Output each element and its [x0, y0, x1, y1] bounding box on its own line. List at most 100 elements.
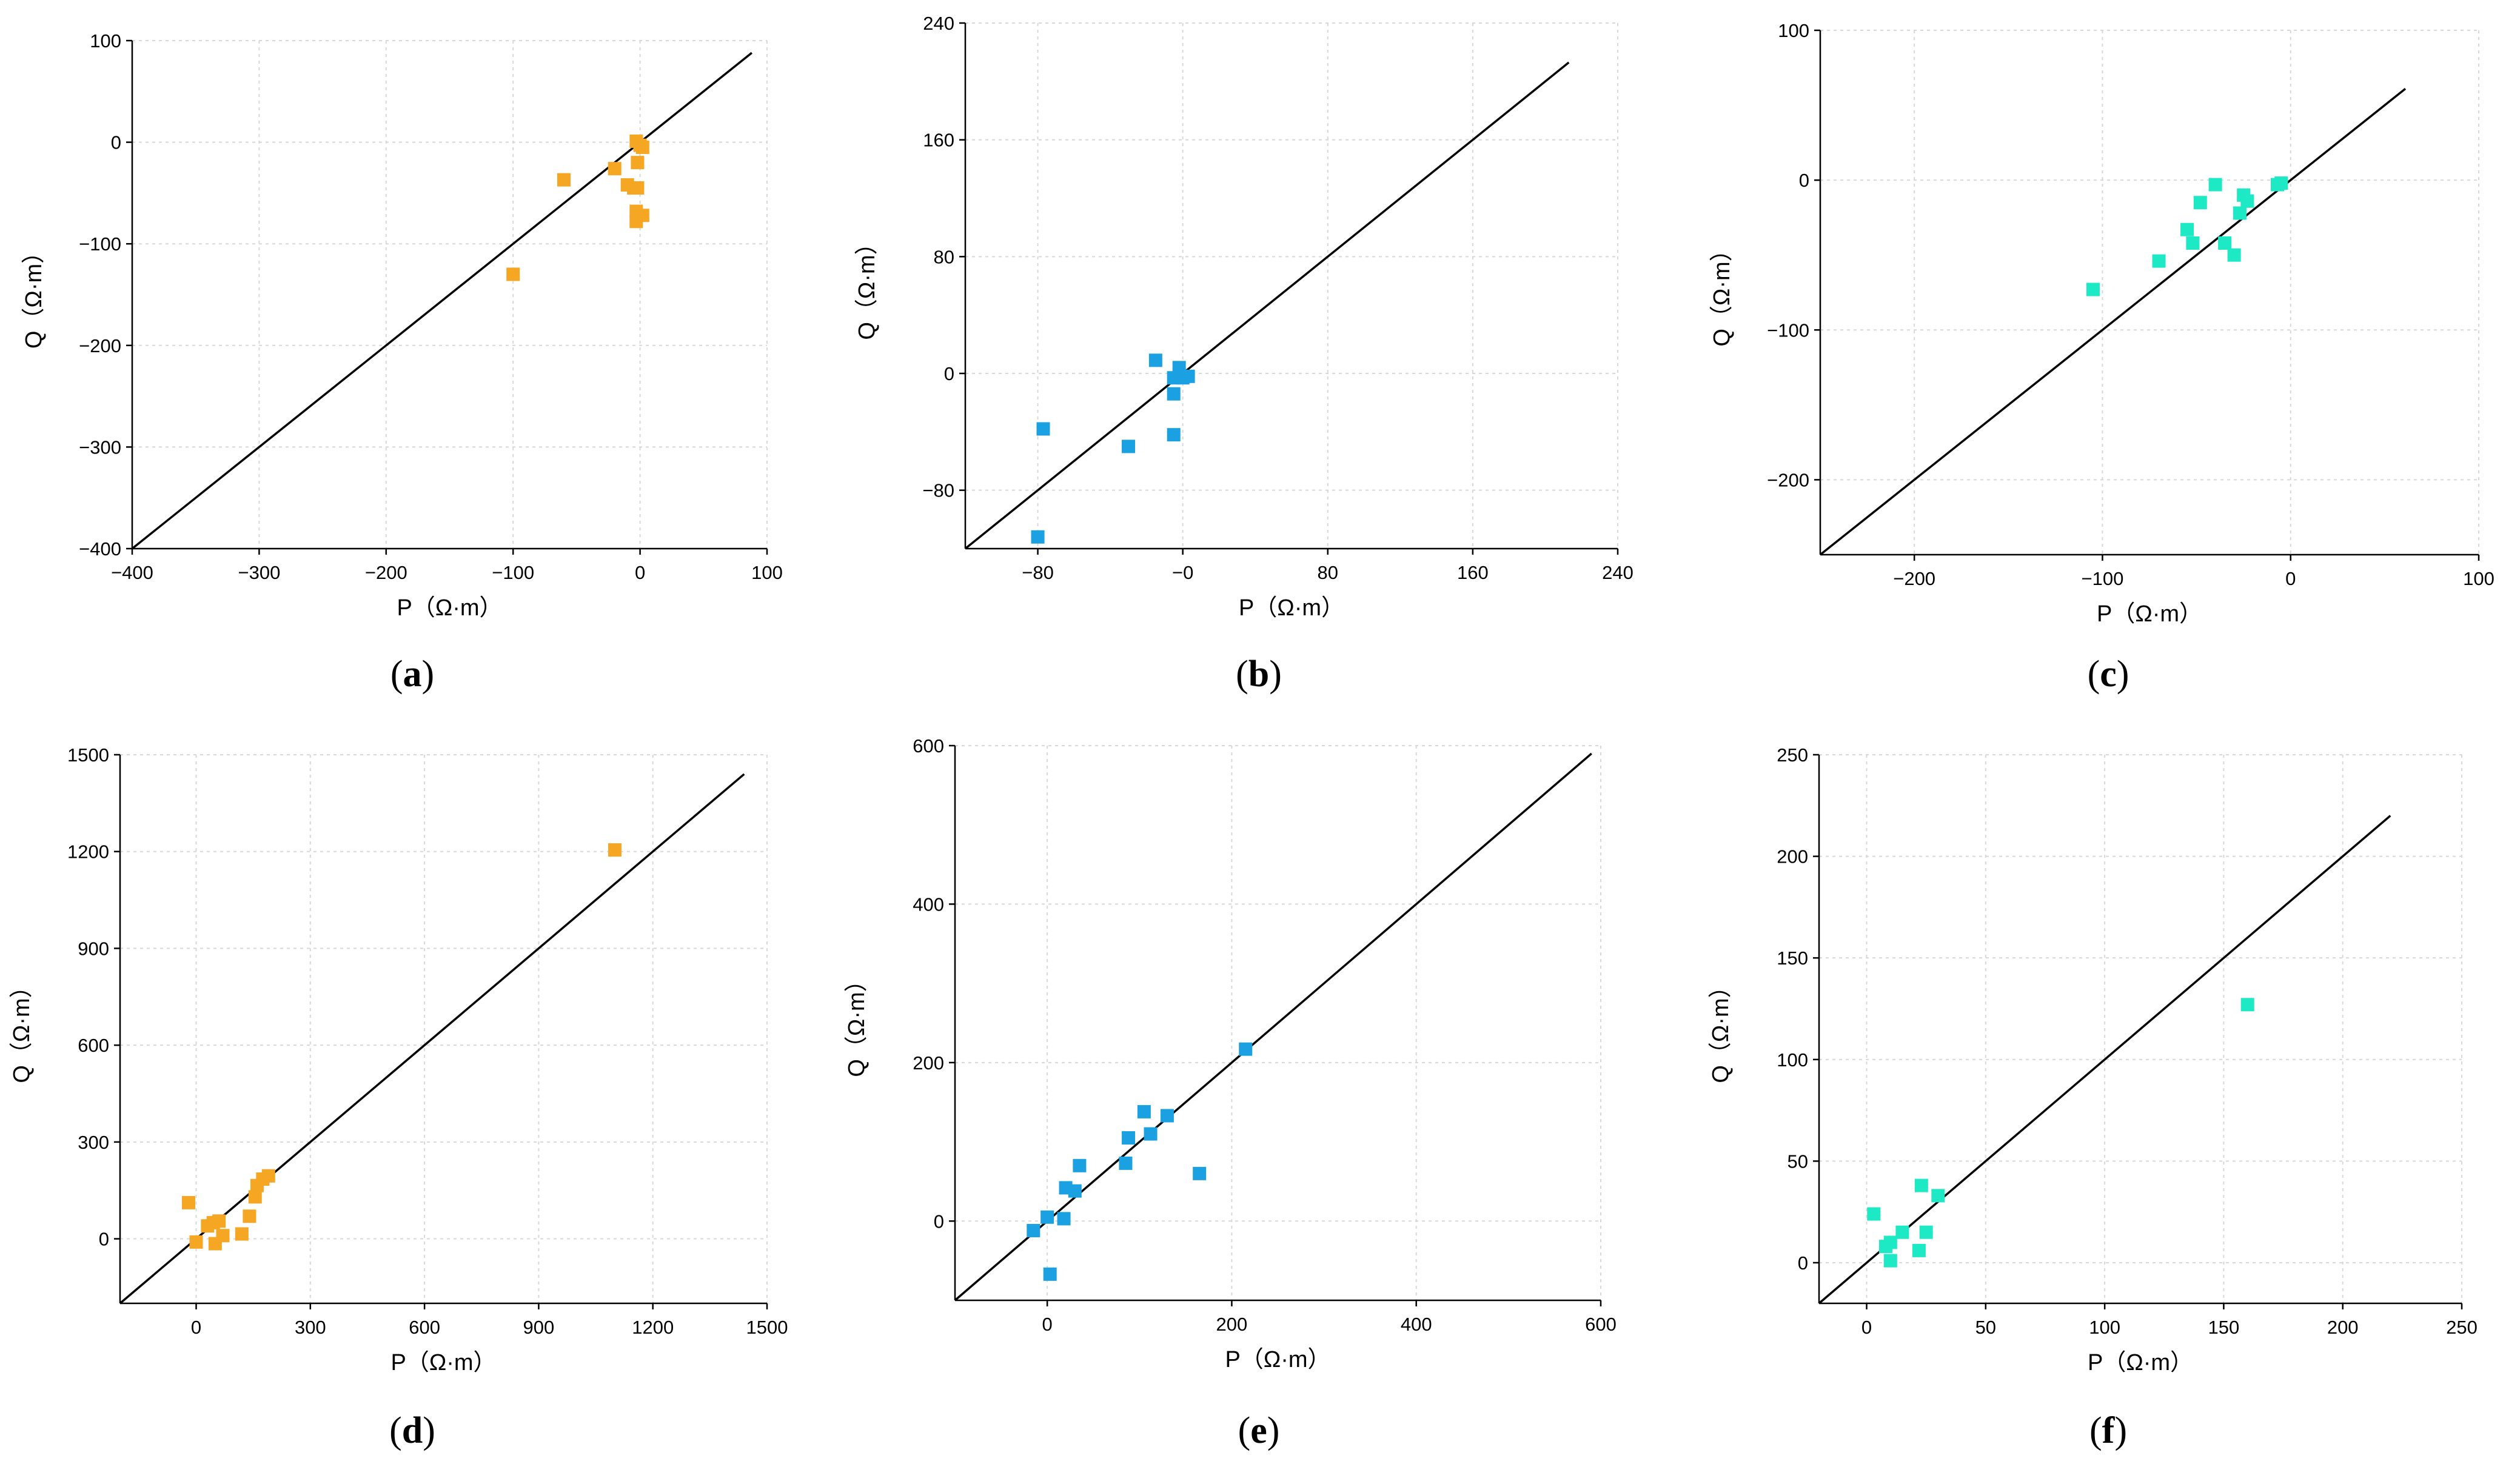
y-tick-label: −100	[1767, 319, 1809, 341]
y-tick-label: 0	[944, 363, 954, 384]
data-point	[2152, 254, 2166, 268]
data-point	[1160, 1109, 1174, 1123]
y-tick-label: 0	[1798, 1252, 1808, 1274]
data-point	[1031, 530, 1045, 544]
y-tick-label: 1500	[67, 744, 109, 766]
data-point	[1068, 1184, 1082, 1198]
x-tick-label: −100	[492, 562, 534, 583]
chart-panel-b: −80 −0 80 160 240 −80 0 80 160 240 P（Ω·m） Q（Ω·m） (b)	[854, 13, 1633, 695]
x-tick-label: 100	[2089, 1317, 2120, 1338]
chart-panel-a: −400 −300 −200 −100 0 100 −400 −300 −200 −100 0 100…	[21, 30, 783, 695]
y-axis-title: Q（Ω·m）	[854, 232, 880, 339]
reference-line	[131, 52, 752, 550]
data-point	[1036, 422, 1050, 436]
x-axis-title: P（Ω·m）	[2097, 601, 2202, 627]
data-point	[2233, 206, 2247, 220]
x-axis-title: P（Ω·m）	[390, 1350, 496, 1375]
reference-line	[964, 61, 1570, 550]
y-tick-label: 100	[90, 30, 121, 52]
data-point	[181, 1195, 195, 1209]
x-tick-label: −200	[365, 562, 407, 583]
y-tick-label: 900	[78, 938, 109, 959]
y-tick-label: 1200	[67, 841, 109, 863]
x-tick-label: 0	[1042, 1314, 1053, 1335]
x-axis-title: P（Ω·m）	[1225, 1347, 1330, 1372]
x-tick-label: 160	[1457, 562, 1489, 583]
x-tick-label: −300	[238, 562, 280, 583]
data-point	[1040, 1210, 1054, 1224]
x-tick-label: 1200	[632, 1317, 674, 1338]
x-axis-title: P（Ω·m）	[397, 595, 502, 621]
panel-caption: (c)	[2088, 653, 2129, 695]
y-tick-label: 0	[111, 132, 121, 153]
reference-line	[1819, 88, 2407, 556]
x-tick-label: 80	[1318, 562, 1338, 583]
data-point	[2240, 998, 2254, 1012]
x-tick-label: −80	[1022, 562, 1054, 583]
data-point	[1867, 1207, 1881, 1221]
y-tick-label: 160	[923, 130, 954, 151]
data-point	[1148, 353, 1162, 367]
data-point	[216, 1229, 230, 1243]
data-point	[261, 1169, 275, 1183]
panel-caption: (e)	[1238, 1410, 1280, 1451]
data-point	[1043, 1267, 1057, 1281]
x-tick-label: 600	[1585, 1314, 1617, 1335]
y-axis-title: Q（Ω·m）	[21, 241, 47, 349]
x-tick-label: 150	[2208, 1317, 2240, 1338]
data-point	[608, 843, 622, 857]
data-point	[189, 1235, 203, 1249]
x-tick-label: 200	[2327, 1317, 2359, 1338]
x-tick-label: 0	[1861, 1317, 1872, 1338]
y-tick-label: −200	[79, 335, 121, 356]
data-point	[2274, 176, 2288, 190]
data-point	[631, 156, 645, 170]
data-point	[2186, 236, 2200, 250]
data-point	[557, 173, 571, 187]
y-tick-label: −300	[79, 436, 121, 458]
reference-line	[1818, 815, 2391, 1305]
data-point	[2240, 194, 2254, 208]
data-point	[635, 140, 649, 154]
data-point	[1181, 369, 1195, 383]
y-tick-label: 200	[1777, 846, 1808, 867]
panel-caption: (f)	[2089, 1410, 2127, 1451]
x-tick-label: 200	[1216, 1314, 1248, 1335]
data-point	[2180, 222, 2194, 236]
data-point	[2086, 282, 2100, 296]
x-tick-label: 100	[751, 562, 783, 583]
data-point	[2218, 236, 2232, 250]
y-tick-label: 240	[923, 13, 954, 34]
chart-panel-c: −200 −100 0 100 −200 −100 0 100 P（Ω·m） Q（Ω·m） (c)	[1709, 20, 2495, 695]
data-point	[1914, 1178, 1928, 1192]
data-point	[212, 1214, 226, 1228]
data-point	[1883, 1235, 1897, 1249]
x-tick-label: 1500	[746, 1317, 788, 1338]
y-tick-label: 0	[99, 1229, 109, 1250]
x-tick-label: 0	[635, 562, 645, 583]
reference-line	[954, 752, 1592, 1302]
data-point	[1144, 1127, 1158, 1141]
y-tick-label: 100	[1778, 20, 1809, 41]
y-tick-label: 300	[78, 1132, 109, 1153]
x-tick-label: 900	[523, 1317, 555, 1338]
data-point	[1239, 1042, 1253, 1056]
x-tick-label: 400	[1401, 1314, 1432, 1335]
y-tick-label: −100	[79, 233, 121, 255]
x-tick-label: 0	[2285, 568, 2296, 589]
data-point	[1122, 1131, 1136, 1145]
x-tick-label: 0	[191, 1317, 201, 1338]
y-tick-label: 50	[1788, 1151, 1808, 1172]
y-tick-label: 80	[934, 246, 954, 267]
x-tick-label: 240	[1602, 562, 1633, 583]
y-tick-label: −400	[79, 538, 121, 560]
panel-caption: (d)	[389, 1410, 435, 1451]
data-point	[1167, 428, 1181, 442]
y-tick-label: 150	[1777, 948, 1808, 969]
x-tick-label: 250	[2446, 1317, 2478, 1338]
y-tick-label: 400	[913, 894, 944, 915]
data-point	[2208, 178, 2222, 192]
data-point	[243, 1209, 256, 1223]
